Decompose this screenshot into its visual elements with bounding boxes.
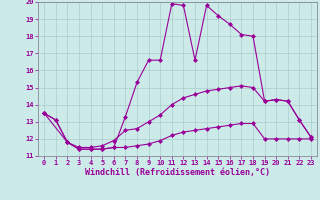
X-axis label: Windchill (Refroidissement éolien,°C): Windchill (Refroidissement éolien,°C) (85, 168, 270, 177)
